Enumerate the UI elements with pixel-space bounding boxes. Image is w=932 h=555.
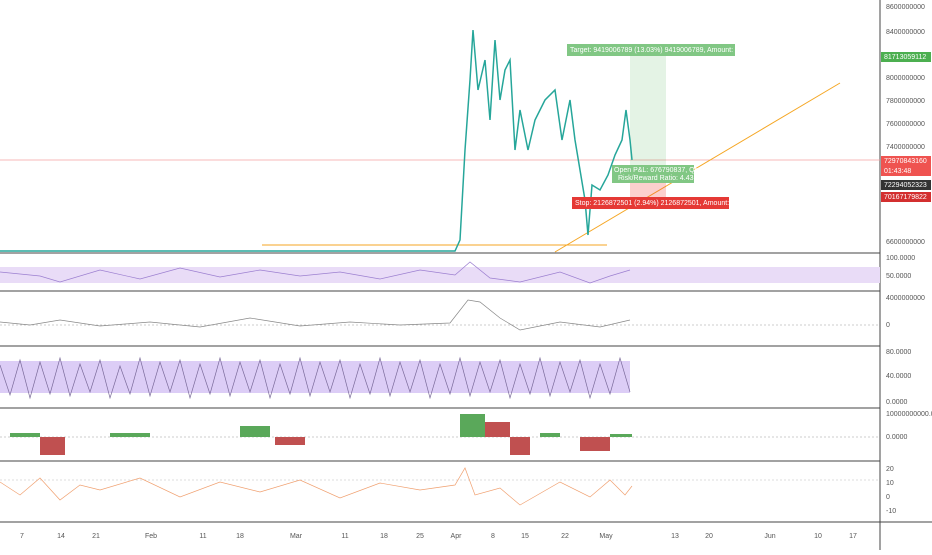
- pane-axis-label: 50.0000: [886, 273, 911, 280]
- target-zone: [630, 47, 666, 172]
- time-axis-label: 14: [57, 533, 65, 540]
- time-axis-label: Mar: [290, 533, 303, 540]
- price-axis-label: 6600000000: [886, 239, 925, 246]
- labels: 8600000000 8400000000 8000000000 7800000000…: [20, 4, 932, 540]
- time-axis-label: 13: [671, 533, 679, 540]
- macd-line: [0, 299, 631, 331]
- price-tag: [881, 52, 931, 62]
- stop-label-bg: [572, 197, 729, 209]
- stop-label: Stop: 2126872501 (2.94%) 2126872501, Amo…: [575, 200, 739, 207]
- pane-axis-label: 100.0000: [886, 255, 915, 262]
- price-axis-label: 8400000000: [886, 29, 925, 36]
- pnl-label-bg: [612, 165, 694, 183]
- rr-label: Risk/Reward Ratio: 4.43: [618, 175, 694, 182]
- pane-axis-label: 10000000000.0000: [886, 411, 932, 418]
- pane-axis-label: 0.0000: [886, 399, 908, 406]
- price-axis-label: 8600000000: [886, 4, 925, 11]
- price-tag-label: 72970843160: [884, 158, 927, 165]
- time-axis-label: 18: [380, 533, 388, 540]
- ao-histogram: [10, 414, 632, 455]
- price-axis-label: 7400000000: [886, 144, 925, 151]
- time-axis-label: May: [599, 533, 613, 540]
- time-axis-label: 11: [199, 533, 206, 540]
- rsi-line: [0, 261, 631, 284]
- price-tag-label: 81713059112: [884, 54, 926, 61]
- price-tag-label: 01:43:48: [884, 168, 911, 175]
- price-tag: [881, 156, 931, 166]
- trend-line: [554, 82, 841, 253]
- time-axis-label: 20: [705, 533, 713, 540]
- price-line: [0, 29, 633, 252]
- price-axis-label: 8000000000: [886, 75, 925, 82]
- pane-axis-label: 40.0000: [886, 373, 911, 380]
- time-axis-label: 22: [561, 533, 569, 540]
- time-axis-label: Jun: [764, 533, 775, 540]
- pane-axis-label: 80.0000: [886, 349, 911, 356]
- time-axis-label: 21: [92, 533, 100, 540]
- pane-axis-label: 0: [886, 322, 890, 329]
- time-axis-label: 7: [20, 533, 24, 540]
- time-axis-label: 10: [814, 533, 822, 540]
- pane-axis-label: -10: [886, 508, 896, 515]
- price-axis-label: 7800000000: [886, 98, 925, 105]
- time-axis-label: Feb: [145, 533, 157, 540]
- time-axis-label: 18: [236, 533, 244, 540]
- pane-axis-label: 0.0000: [886, 434, 908, 441]
- price-tag: [881, 192, 931, 202]
- time-axis-label: 25: [416, 533, 424, 540]
- time-axis-label: 17: [849, 533, 857, 540]
- price-tag-label: 70167179822: [884, 194, 927, 201]
- price-tag: [881, 180, 931, 190]
- target-label-bg: [567, 44, 735, 56]
- price-tag-label: 72294052323: [884, 182, 927, 189]
- time-axis-label: 11: [341, 533, 348, 540]
- pane-axis-label: 20: [886, 466, 894, 473]
- time-axis-label: Apr: [451, 533, 463, 540]
- pane-axis-label: 0: [886, 494, 890, 501]
- price-axis-label: 7600000000: [886, 121, 925, 128]
- price-tag: [881, 166, 931, 176]
- osc-line: [0, 467, 633, 506]
- target-label: Target: 9419006789 (13.03%) 9419006789, …: [570, 47, 743, 54]
- stoch-line: [0, 356, 631, 400]
- pane-axis-label: 4000000000: [886, 295, 925, 302]
- time-axis-label: 15: [521, 533, 529, 540]
- time-axis-label: 8: [491, 533, 495, 540]
- pnl-label: Open P&L: 676790837, Qty: 0: [614, 167, 708, 174]
- stoch-band: [0, 361, 630, 393]
- rsi-band: [0, 267, 880, 283]
- pane-axis-label: 10: [886, 480, 894, 487]
